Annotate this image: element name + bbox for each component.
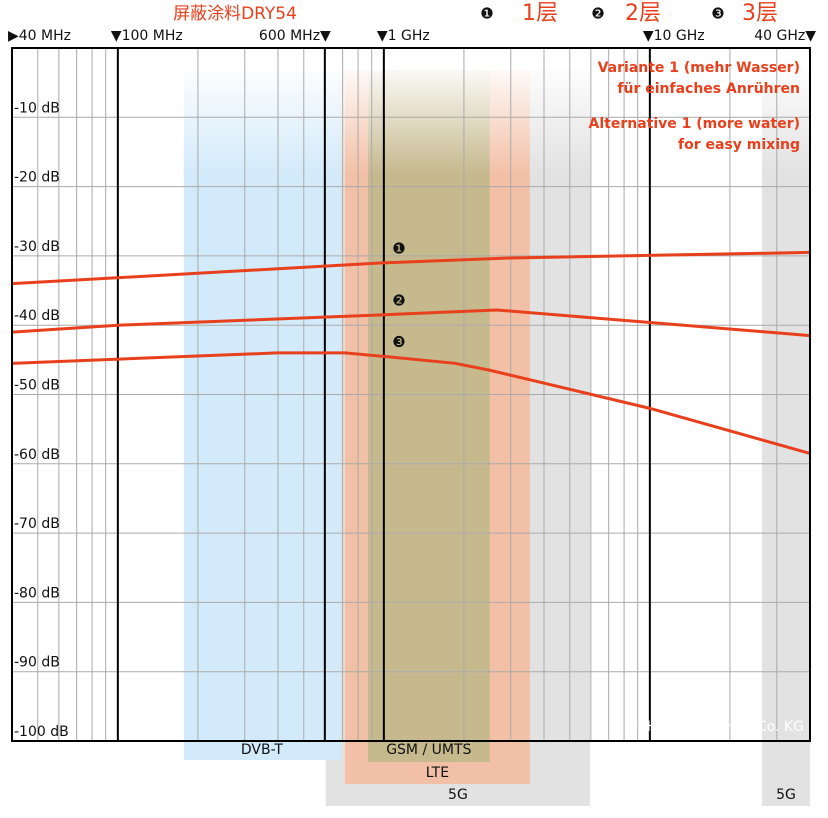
curve-marker: ❷ bbox=[392, 291, 405, 309]
annotation: Variante 1 (mehr Wasser) bbox=[598, 60, 800, 76]
annotation: für einfaches Anrühren bbox=[617, 81, 800, 97]
annotation: for easy mixing bbox=[678, 137, 800, 153]
legend-label: 3层 bbox=[742, 1, 778, 26]
y-tick-label: -90 dB bbox=[14, 655, 60, 671]
x-tick-label: 40 GHz▼ bbox=[754, 28, 816, 44]
x-tick-label: 600 MHz▼ bbox=[259, 28, 331, 44]
y-tick-label: -20 dB bbox=[14, 170, 60, 186]
x-tick-label: ▼100 MHz bbox=[111, 28, 183, 44]
legend-marker: ❶ bbox=[480, 5, 493, 23]
y-tick-label: -100 dB bbox=[14, 724, 69, 740]
y-tick-label: -70 dB bbox=[14, 516, 60, 532]
legend-marker: ❸ bbox=[711, 5, 724, 23]
band-label: 5G bbox=[776, 787, 796, 803]
plot-frame bbox=[11, 47, 811, 742]
annotation: Alternative 1 (more water) bbox=[589, 116, 801, 132]
chart-title: 屏蔽涂料DRY54 bbox=[173, 4, 297, 24]
band-label: DVB-T bbox=[241, 742, 283, 758]
band-label: LTE bbox=[426, 765, 449, 781]
series-line bbox=[11, 308, 811, 338]
frequency-band bbox=[183, 70, 340, 760]
y-tick-label: -40 dB bbox=[14, 308, 60, 324]
legend-marker: ❷ bbox=[591, 5, 604, 23]
y-tick-label: -10 dB bbox=[14, 100, 60, 116]
curve-marker: ❸ bbox=[392, 333, 405, 351]
x-tick-label: ▶40 MHz bbox=[8, 28, 71, 44]
legend-label: 1层 bbox=[522, 1, 558, 26]
copyright: © YSHIELD GmbH & Co. KG bbox=[611, 719, 804, 735]
band-label: 5G bbox=[448, 787, 468, 803]
curve-marker: ❶ bbox=[392, 239, 405, 257]
series-line bbox=[11, 250, 811, 286]
x-tick-label: ▼10 GHz bbox=[643, 28, 705, 44]
series-line bbox=[11, 351, 811, 455]
band-label: GSM / UMTS bbox=[386, 742, 471, 758]
y-tick-label: -50 dB bbox=[14, 378, 60, 394]
x-tick-label: ▼1 GHz bbox=[377, 28, 430, 44]
y-tick-label: -60 dB bbox=[14, 447, 60, 463]
legend-label: 2层 bbox=[625, 1, 661, 26]
frequency-band bbox=[761, 70, 810, 806]
frequency-band bbox=[367, 70, 490, 762]
y-tick-label: -30 dB bbox=[14, 239, 60, 255]
y-tick-label: -80 dB bbox=[14, 585, 60, 601]
